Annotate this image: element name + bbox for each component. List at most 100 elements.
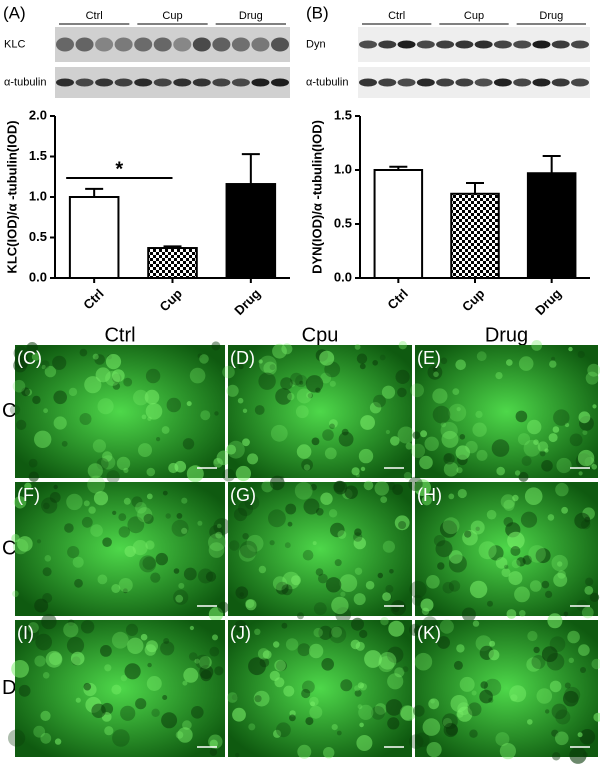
blot-band xyxy=(493,78,512,87)
texture xyxy=(289,381,296,387)
texture xyxy=(209,748,218,756)
blot-band xyxy=(271,78,289,87)
blot-band xyxy=(378,40,397,49)
texture xyxy=(75,697,81,703)
blot-band xyxy=(416,78,435,87)
texture xyxy=(409,623,422,637)
blot-band xyxy=(551,40,570,49)
texture xyxy=(137,507,153,523)
texture xyxy=(132,540,148,556)
texture xyxy=(67,546,80,559)
texture xyxy=(21,624,39,642)
error-bar xyxy=(163,245,182,249)
error-bar xyxy=(241,153,260,185)
texture xyxy=(127,637,144,654)
texture xyxy=(216,450,232,466)
y-tick-label: 1.5 xyxy=(334,107,352,122)
blot-band xyxy=(551,78,570,87)
texture xyxy=(500,494,516,509)
texture xyxy=(97,574,108,585)
texture xyxy=(182,680,188,686)
texture xyxy=(35,633,52,651)
texture xyxy=(385,584,394,593)
texture xyxy=(138,443,152,458)
texture xyxy=(246,534,264,552)
panel-label: (I) xyxy=(17,623,34,643)
texture xyxy=(328,509,338,518)
texture xyxy=(410,443,426,458)
texture xyxy=(245,599,255,609)
blot-band xyxy=(513,40,532,49)
texture xyxy=(527,719,533,725)
blot-band xyxy=(173,78,192,87)
texture xyxy=(269,364,276,371)
texture xyxy=(200,410,211,421)
texture xyxy=(14,354,29,369)
texture xyxy=(442,581,455,594)
texture xyxy=(307,393,313,399)
texture xyxy=(222,468,236,482)
texture xyxy=(289,714,296,722)
texture xyxy=(495,557,508,569)
texture xyxy=(359,722,364,728)
texture xyxy=(587,363,600,377)
texture xyxy=(557,561,563,567)
texture xyxy=(544,448,549,453)
texture xyxy=(356,353,368,364)
texture xyxy=(331,724,338,731)
texture xyxy=(124,663,141,680)
texture xyxy=(112,729,130,747)
texture xyxy=(16,419,27,430)
texture xyxy=(112,510,117,515)
texture xyxy=(272,576,288,591)
texture xyxy=(427,364,443,380)
texture xyxy=(195,654,210,670)
texture xyxy=(371,706,385,720)
texture xyxy=(235,752,240,758)
texture xyxy=(591,658,600,670)
texture xyxy=(238,544,256,562)
texture xyxy=(578,411,591,424)
blot-band xyxy=(532,40,551,49)
texture xyxy=(285,638,299,651)
texture xyxy=(415,732,430,748)
texture xyxy=(449,550,463,564)
texture xyxy=(552,752,561,761)
texture xyxy=(79,348,88,357)
blot-band xyxy=(474,40,493,49)
micrograph xyxy=(15,345,225,478)
texture xyxy=(355,473,360,478)
texture xyxy=(593,712,600,722)
texture xyxy=(247,453,259,465)
texture xyxy=(280,377,293,390)
texture xyxy=(563,690,579,707)
texture xyxy=(12,590,19,598)
blot-band xyxy=(192,37,211,52)
texture xyxy=(237,397,244,404)
texture xyxy=(106,470,120,484)
texture xyxy=(186,401,192,407)
texture xyxy=(533,646,540,654)
texture xyxy=(440,422,458,440)
texture xyxy=(66,493,83,511)
texture xyxy=(302,680,315,694)
texture xyxy=(470,520,485,535)
texture xyxy=(309,696,319,707)
texture xyxy=(549,680,562,693)
texture xyxy=(52,355,67,370)
texture xyxy=(315,568,324,576)
texture xyxy=(127,516,145,534)
texture xyxy=(79,413,92,425)
texture xyxy=(329,423,335,430)
texture xyxy=(208,542,225,558)
texture xyxy=(539,450,546,457)
blot-band xyxy=(271,37,289,52)
texture xyxy=(421,607,430,615)
texture xyxy=(320,492,333,505)
texture xyxy=(398,341,407,350)
texture xyxy=(439,520,458,538)
texture xyxy=(189,625,194,631)
texture xyxy=(198,568,213,584)
texture xyxy=(469,729,478,738)
